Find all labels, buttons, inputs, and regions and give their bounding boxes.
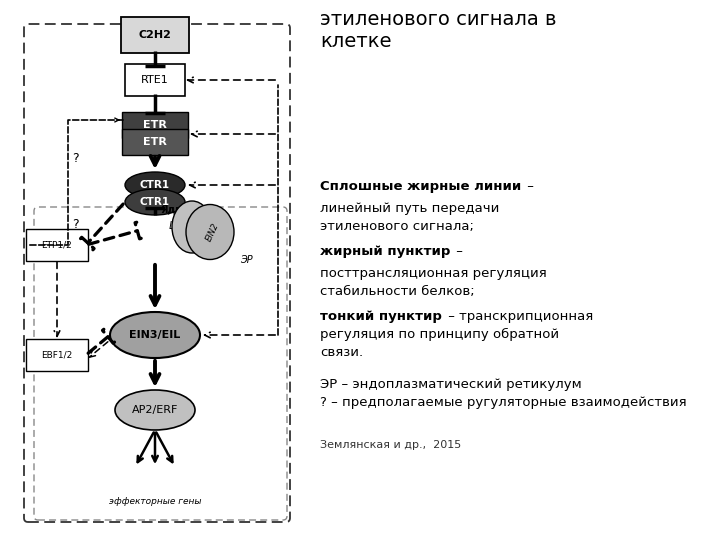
Ellipse shape bbox=[125, 172, 185, 198]
Text: посттрансляционная регуляция: посттрансляционная регуляция bbox=[320, 267, 546, 280]
Text: EBF1/2: EBF1/2 bbox=[41, 350, 73, 360]
Ellipse shape bbox=[186, 205, 234, 260]
Text: –: – bbox=[523, 180, 534, 193]
Text: CTR1: CTR1 bbox=[140, 180, 170, 190]
Ellipse shape bbox=[115, 390, 195, 430]
Ellipse shape bbox=[125, 189, 185, 215]
Text: ?: ? bbox=[72, 218, 78, 231]
FancyBboxPatch shape bbox=[26, 339, 88, 371]
Ellipse shape bbox=[110, 312, 200, 358]
Text: линейный путь передачи: линейный путь передачи bbox=[320, 202, 500, 215]
Text: – транскрипционная: – транскрипционная bbox=[444, 310, 593, 323]
Text: ETP1/2: ETP1/2 bbox=[42, 240, 73, 249]
Text: эффекторные гены: эффекторные гены bbox=[109, 497, 202, 507]
Text: EIN2: EIN2 bbox=[204, 221, 221, 242]
Text: этиленового сигнала в
клетке: этиленового сигнала в клетке bbox=[320, 10, 557, 51]
Text: тонкий пунктир: тонкий пунктир bbox=[320, 310, 442, 323]
FancyBboxPatch shape bbox=[121, 17, 189, 53]
Text: ? – предполагаемые ругуляторные взаимодействия: ? – предполагаемые ругуляторные взаимоде… bbox=[320, 396, 687, 409]
FancyBboxPatch shape bbox=[122, 129, 188, 155]
FancyBboxPatch shape bbox=[125, 64, 185, 96]
Text: Цитоплазма: Цитоплазма bbox=[168, 220, 231, 230]
Text: связи.: связи. bbox=[320, 346, 363, 359]
Text: C2H2: C2H2 bbox=[138, 30, 171, 40]
Text: AP2/ERF: AP2/ERF bbox=[132, 405, 178, 415]
Text: EIN3/EIL: EIN3/EIL bbox=[130, 330, 181, 340]
Ellipse shape bbox=[172, 201, 212, 253]
Text: Сплошные жирные линии: Сплошные жирные линии bbox=[320, 180, 521, 193]
Text: регуляция по принципу обратной: регуляция по принципу обратной bbox=[320, 328, 559, 341]
Text: ETR: ETR bbox=[143, 120, 167, 130]
Text: стабильности белков;: стабильности белков; bbox=[320, 285, 474, 298]
Text: –: – bbox=[452, 245, 463, 258]
Text: этиленового сигнала;: этиленового сигнала; bbox=[320, 220, 474, 233]
FancyBboxPatch shape bbox=[26, 229, 88, 261]
Text: ЭР: ЭР bbox=[240, 255, 253, 265]
Text: RTE1: RTE1 bbox=[141, 75, 169, 85]
Text: CTR1: CTR1 bbox=[140, 197, 170, 207]
FancyBboxPatch shape bbox=[122, 112, 188, 138]
Text: ?: ? bbox=[72, 152, 78, 165]
Text: Землянская и др.,  2015: Землянская и др., 2015 bbox=[320, 440, 462, 450]
Text: жирный пунктир: жирный пунктир bbox=[320, 245, 451, 258]
Text: ETR: ETR bbox=[143, 137, 167, 147]
Text: ЭР – эндоплазматический ретикулум: ЭР – эндоплазматический ретикулум bbox=[320, 378, 582, 391]
Text: Ядро: Ядро bbox=[161, 205, 189, 215]
